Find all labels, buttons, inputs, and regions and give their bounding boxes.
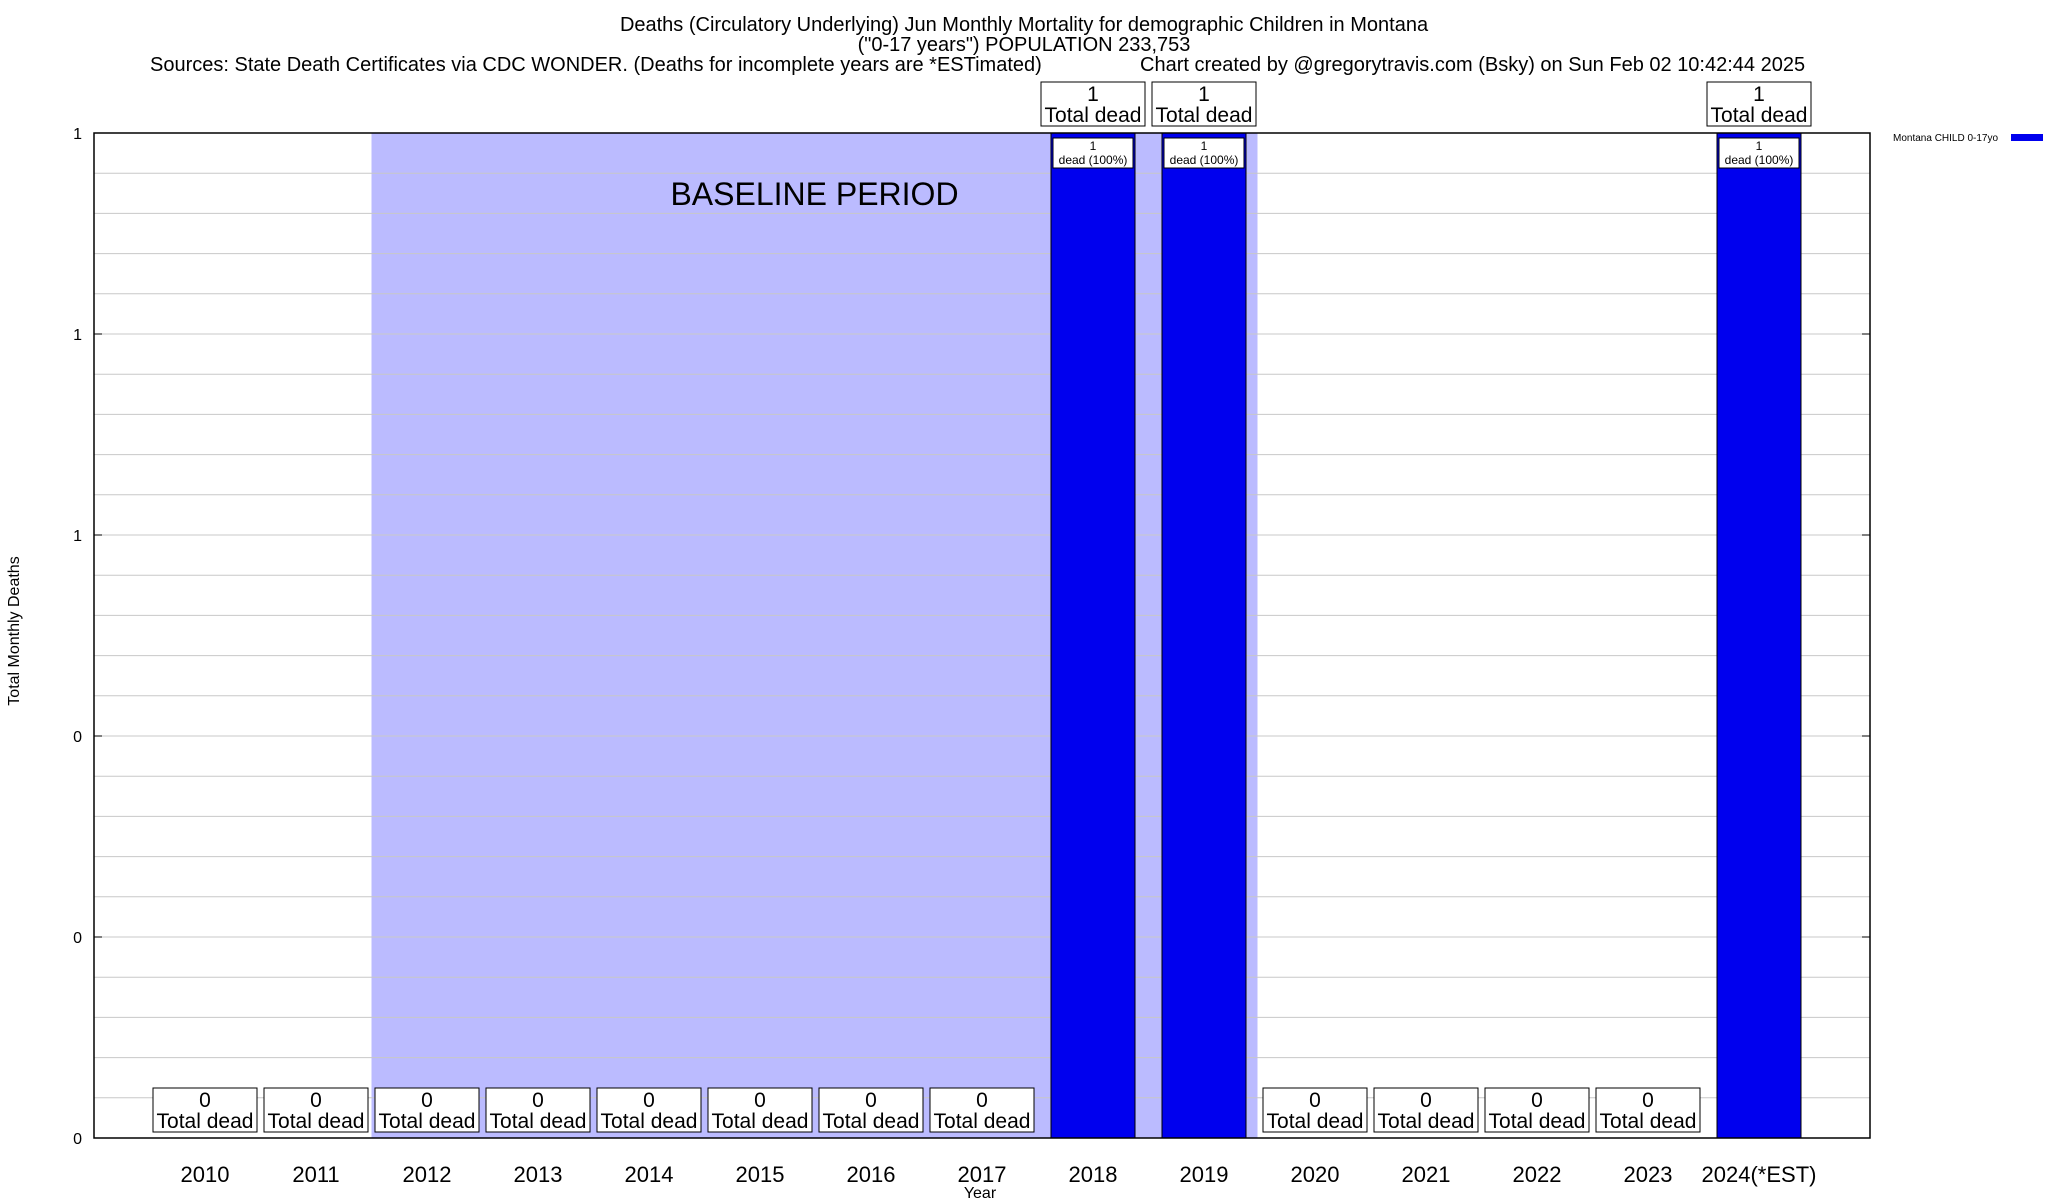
bar-label-count: 1 — [1090, 139, 1097, 153]
y-tick-label: 0 — [73, 1131, 82, 1148]
x-tick-label: 2024(*EST) — [1702, 1162, 1817, 1187]
total-label-count: 1 — [1753, 83, 1765, 106]
chart-credit: Chart created by @gregorytravis.com (Bsk… — [1140, 54, 1806, 76]
total-label-text: Total dead — [379, 1110, 476, 1133]
total-label-text: Total dead — [1600, 1110, 1697, 1133]
total-label-text: Total dead — [601, 1110, 698, 1133]
total-label-box — [263, 1087, 369, 1133]
x-tick-label: 2011 — [292, 1162, 339, 1187]
total-label-count: 0 — [1531, 1089, 1543, 1112]
total-label-box — [485, 1087, 591, 1133]
total-label-box — [818, 1087, 924, 1133]
total-label-box — [1484, 1087, 1590, 1133]
total-label-text: Total dead — [1489, 1110, 1586, 1133]
x-tick-label: 2016 — [847, 1162, 896, 1187]
total-label-count: 0 — [643, 1089, 655, 1112]
y-tick-label: 0 — [73, 729, 82, 746]
bar-2024(*EST) — [1716, 132, 1802, 1139]
total-label-count: 0 — [1309, 1089, 1321, 1112]
total-label-text: Total dead — [1267, 1110, 1364, 1133]
x-tick-label: 2017 — [958, 1162, 1007, 1187]
x-tick-label: 2012 — [403, 1162, 452, 1187]
total-label-count: 1 — [1198, 83, 1210, 106]
legend-label: Montana CHILD 0-17yo — [1893, 133, 1998, 144]
total-label-count: 1 — [1087, 83, 1099, 106]
total-label-box — [152, 1087, 258, 1133]
bar-label-percent: dead (100%) — [1059, 153, 1128, 167]
total-label-text: Total dead — [712, 1110, 809, 1133]
total-label-box — [1151, 81, 1257, 127]
total-label-count: 0 — [310, 1089, 322, 1112]
plot-frame — [93, 132, 1871, 1139]
total-label-count: 0 — [1420, 1089, 1432, 1112]
total-label-text: Total dead — [934, 1110, 1031, 1133]
bar-label-percent: dead (100%) — [1725, 153, 1794, 167]
chart-sources: Sources: State Death Certificates via CD… — [150, 54, 1042, 76]
total-label-box — [707, 1087, 813, 1133]
x-tick-label: 2020 — [1291, 1162, 1340, 1187]
bar-label-box — [1718, 137, 1800, 169]
total-label-text: Total dead — [1378, 1110, 1475, 1133]
total-label-box — [596, 1087, 702, 1133]
bar-label-box — [1163, 137, 1245, 169]
total-label-box — [1262, 1087, 1368, 1133]
x-tick-label: 2023 — [1624, 1162, 1673, 1187]
x-tick-label: 2018 — [1069, 1162, 1118, 1187]
x-tick-label: 2022 — [1513, 1162, 1562, 1187]
y-tick-label: 1 — [73, 126, 82, 143]
total-label-text: Total dead — [1045, 104, 1142, 127]
total-label-box — [374, 1087, 480, 1133]
total-label-box — [1373, 1087, 1479, 1133]
x-axis-label: Year — [964, 1185, 997, 1200]
bar-label-percent: dead (100%) — [1170, 153, 1239, 167]
chart-title-line-1: Deaths (Circulatory Underlying) Jun Mont… — [619, 14, 1429, 36]
legend-swatch — [2011, 134, 2043, 141]
total-label-box — [1706, 81, 1812, 127]
x-tick-label: 2014 — [625, 1162, 674, 1187]
total-label-count: 0 — [532, 1089, 544, 1112]
y-tick-label: 1 — [73, 327, 82, 344]
bar-label-box — [1052, 137, 1134, 169]
total-label-text: Total dead — [157, 1110, 254, 1133]
total-label-text: Total dead — [268, 1110, 365, 1133]
total-label-box — [1040, 81, 1146, 127]
bar-label-count: 1 — [1756, 139, 1763, 153]
total-label-count: 0 — [199, 1089, 211, 1112]
total-label-text: Total dead — [1711, 104, 1808, 127]
baseline-period-label: BASELINE PERIOD — [670, 176, 958, 212]
total-label-text: Total dead — [823, 1110, 920, 1133]
total-label-text: Total dead — [490, 1110, 587, 1133]
bar-2019 — [1161, 132, 1247, 1139]
x-tick-label: 2021 — [1402, 1162, 1451, 1187]
y-tick-label: 0 — [73, 930, 82, 947]
total-label-count: 0 — [976, 1089, 988, 1112]
total-label-box — [929, 1087, 1035, 1133]
x-tick-label: 2015 — [736, 1162, 785, 1187]
x-tick-label: 2019 — [1180, 1162, 1229, 1187]
chart-title-line-2: ("0-17 years") POPULATION 233,753 — [857, 34, 1191, 56]
y-tick-label: 1 — [73, 528, 82, 545]
x-tick-label: 2013 — [514, 1162, 563, 1187]
total-label-count: 0 — [865, 1089, 877, 1112]
bar-2018 — [1050, 132, 1136, 1139]
total-label-text: Total dead — [1156, 104, 1253, 127]
total-label-count: 0 — [421, 1089, 433, 1112]
total-label-count: 0 — [1642, 1089, 1654, 1112]
bar-label-count: 1 — [1201, 139, 1208, 153]
x-tick-label: 2010 — [181, 1162, 230, 1187]
total-label-box — [1595, 1087, 1701, 1133]
total-label-count: 0 — [754, 1089, 766, 1112]
